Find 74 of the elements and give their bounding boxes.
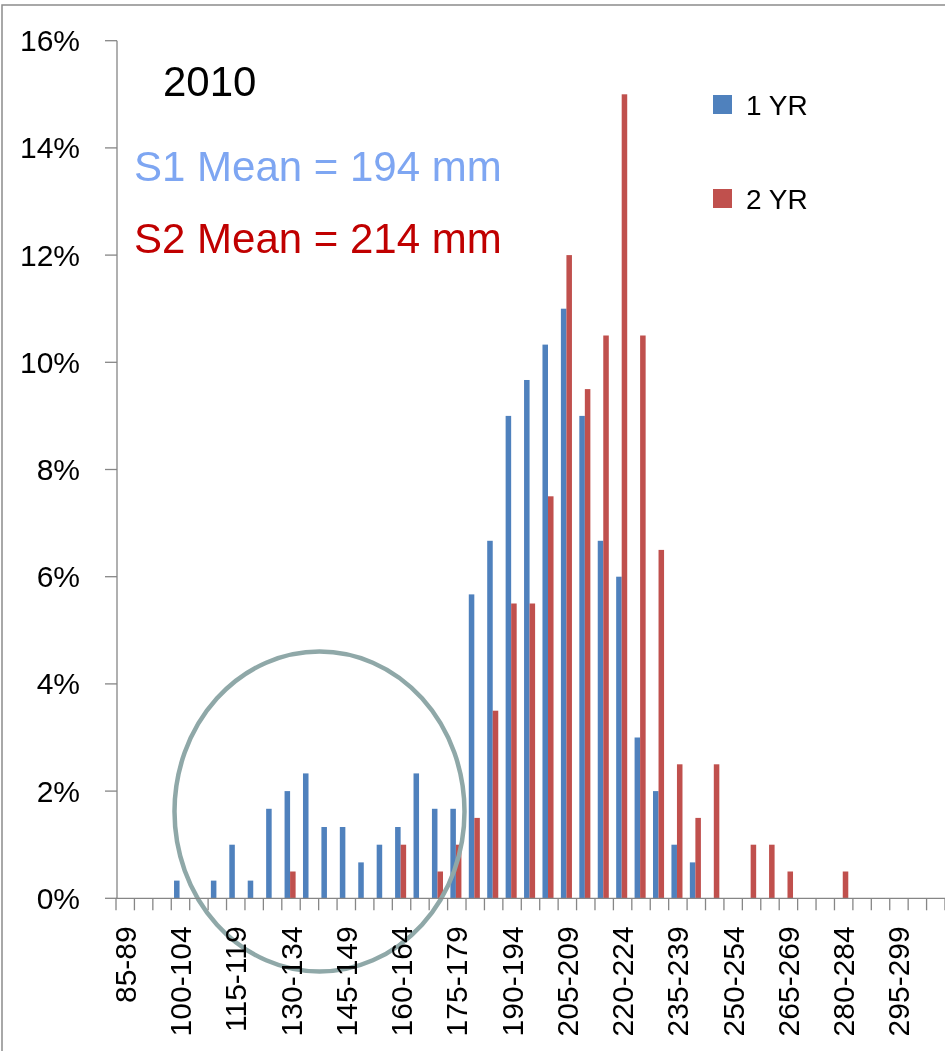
bar bbox=[653, 791, 659, 899]
bar bbox=[671, 844, 677, 899]
bar bbox=[524, 379, 530, 899]
bar bbox=[548, 496, 554, 899]
x-tick-label: 85-89 bbox=[108, 926, 142, 1004]
bar bbox=[413, 773, 420, 899]
bar bbox=[437, 871, 443, 899]
x-tick-label: 175-179 bbox=[440, 926, 474, 1037]
legend-label: 2 YR bbox=[746, 184, 808, 215]
bar bbox=[750, 844, 757, 899]
x-tick-label: 100-104 bbox=[163, 926, 197, 1037]
bar bbox=[769, 844, 775, 899]
y-tick-label: 8% bbox=[36, 453, 80, 486]
bar bbox=[174, 880, 180, 899]
bar bbox=[321, 827, 327, 899]
y-tick-label: 4% bbox=[36, 667, 80, 701]
y-tick-label: 2% bbox=[36, 774, 80, 808]
bar bbox=[658, 549, 665, 899]
bar bbox=[579, 415, 585, 899]
y-tick-label: 10% bbox=[19, 345, 80, 379]
bar bbox=[400, 844, 407, 899]
x-tick-label: 265-269 bbox=[771, 926, 805, 1037]
y-tick-label: 14% bbox=[19, 131, 80, 165]
bar bbox=[229, 844, 235, 899]
bar bbox=[302, 773, 309, 899]
y-tick-label: 0% bbox=[36, 881, 80, 915]
x-tick-label: 130-134 bbox=[274, 926, 308, 1037]
annotation: S2 Mean = 214 mm bbox=[134, 215, 502, 262]
x-tick-label: 280-284 bbox=[827, 926, 861, 1037]
bar bbox=[713, 764, 720, 899]
x-tick-label: 190-194 bbox=[495, 926, 529, 1037]
y-tick-label: 16% bbox=[19, 24, 80, 58]
bar bbox=[542, 344, 548, 899]
bar bbox=[695, 817, 701, 899]
bar bbox=[487, 540, 493, 899]
x-tick-label: 250-254 bbox=[716, 926, 750, 1037]
bar bbox=[358, 862, 364, 899]
y-tick-label: 6% bbox=[36, 560, 80, 594]
bar bbox=[634, 737, 641, 899]
bar bbox=[492, 710, 499, 899]
bar bbox=[616, 576, 622, 899]
bar bbox=[468, 594, 475, 899]
bar bbox=[376, 844, 383, 899]
x-tick-label: 295-299 bbox=[882, 926, 916, 1037]
chart-title: 2010 bbox=[163, 58, 257, 105]
x-tick-label: 235-239 bbox=[661, 926, 695, 1037]
annotation: S1 Mean = 194 mm bbox=[134, 143, 502, 190]
bar bbox=[603, 335, 609, 899]
bar bbox=[339, 827, 346, 899]
bar bbox=[511, 603, 517, 899]
bar bbox=[290, 871, 296, 899]
bar bbox=[395, 827, 401, 899]
bar bbox=[266, 808, 272, 899]
bar bbox=[560, 308, 567, 899]
bar bbox=[640, 335, 646, 899]
x-tick-label: 145-149 bbox=[329, 926, 363, 1037]
x-tick-label: 160-164 bbox=[385, 926, 419, 1037]
bar bbox=[529, 603, 536, 899]
x-tick-label: 220-224 bbox=[606, 926, 640, 1037]
bar bbox=[621, 94, 628, 899]
bar bbox=[284, 791, 291, 899]
bar bbox=[474, 817, 480, 899]
x-tick-label: 115-119 bbox=[219, 926, 253, 1032]
bar bbox=[431, 808, 438, 899]
x-tick-label: 205-209 bbox=[550, 926, 584, 1037]
bar bbox=[689, 862, 696, 899]
legend-label: 1 YR bbox=[746, 90, 808, 121]
bar bbox=[676, 764, 683, 899]
bar bbox=[505, 415, 512, 899]
bar bbox=[787, 871, 794, 899]
bar bbox=[597, 540, 604, 899]
bar bbox=[584, 389, 591, 899]
y-tick-label: 12% bbox=[19, 238, 80, 272]
bar bbox=[566, 255, 572, 899]
